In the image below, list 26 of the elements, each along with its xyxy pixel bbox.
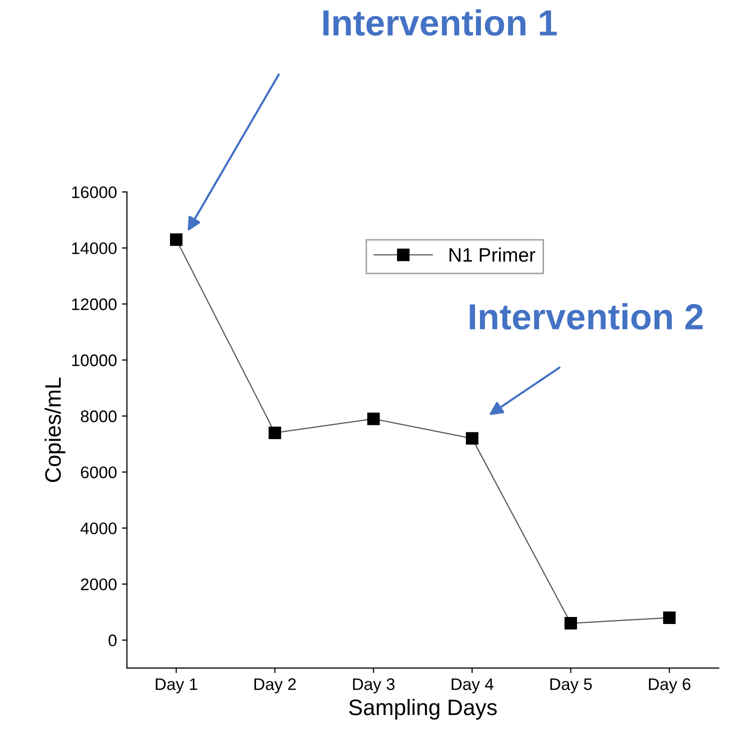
text: Intervention 1: [323, 9, 557, 36]
x-axis-title: Sampling Days: [349, 698, 497, 720]
x-tick-label: Day 1: [156, 678, 198, 694]
x-tick-label: Day 6: [648, 678, 690, 694]
annotation: Intervention 2: [470, 303, 703, 330]
y-tick-label: 16000: [72, 186, 117, 198]
y-tick-label: 8000: [80, 410, 117, 422]
y-tick-label: 14000: [72, 242, 117, 254]
point: [367, 412, 380, 426]
point: [170, 233, 182, 246]
point: [466, 432, 478, 445]
point: [663, 611, 676, 624]
y-tick-label: 12000: [72, 298, 117, 310]
point: [564, 617, 578, 630]
legend-label: N1 Primer: [450, 248, 536, 262]
x-tick-label: Day 4: [452, 678, 494, 694]
y-tick-label: 6000: [80, 466, 117, 478]
x-tick-label: Day 5: [550, 678, 592, 694]
point: [268, 426, 282, 440]
y-tick-label: 10000: [72, 354, 117, 366]
y-tick-label: 4000: [80, 522, 117, 534]
y-tick-label: 0: [108, 634, 117, 646]
x-tick-label: Day 2: [254, 678, 296, 694]
y-axis-title: Copies/mL: [44, 378, 66, 482]
x-tick-label: Day 3: [353, 678, 395, 694]
y-tick-label: 2000: [80, 578, 117, 590]
